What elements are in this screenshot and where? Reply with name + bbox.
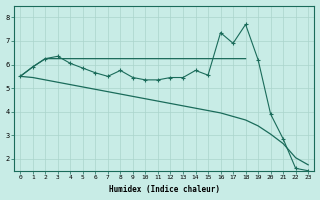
X-axis label: Humidex (Indice chaleur): Humidex (Indice chaleur) xyxy=(109,185,220,194)
